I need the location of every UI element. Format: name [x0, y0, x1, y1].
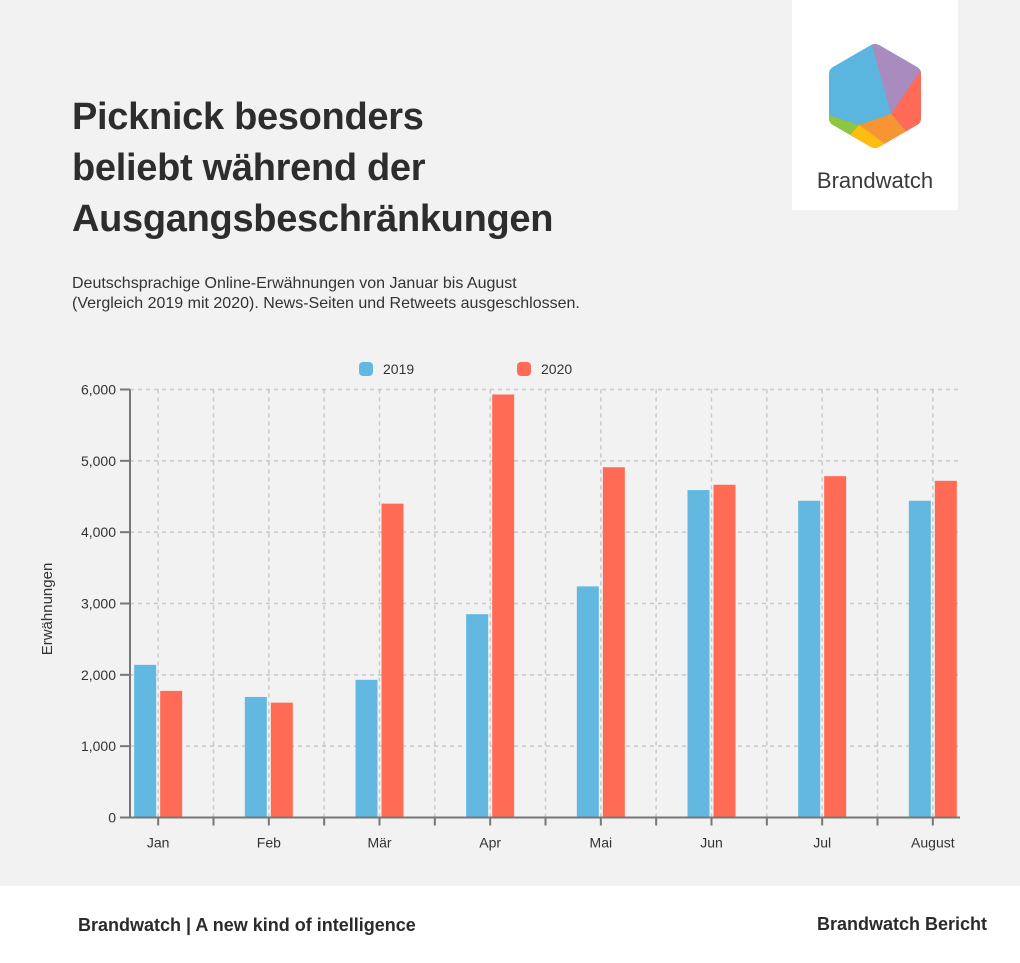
x-tick-label: Apr — [479, 835, 501, 851]
bar-2019-Mai — [576, 586, 599, 818]
legend-swatch-2019 — [359, 362, 373, 376]
bar-2020-Jul — [824, 476, 847, 818]
legend-label-2019: 2019 — [383, 361, 414, 377]
legend-swatch-2020 — [517, 362, 531, 376]
bar-2019-Jul — [798, 500, 821, 818]
y-tick-label: 0 — [108, 810, 116, 826]
y-tick-label: 4,000 — [81, 524, 116, 540]
bar-chart: 0 1,000 2,000 3,000 4,000 5,000 6,000 Jan Feb Mär… — [39, 361, 960, 851]
footer: Brandwatch | A new kind of intelligence … — [0, 886, 1020, 963]
chart-subtitle: Deutschsprachige Online-Erwähnungen von … — [72, 274, 580, 314]
x-tick-label: August — [911, 835, 955, 851]
x-tick-label: Jan — [147, 835, 170, 851]
legend: 2019 2020 — [359, 361, 572, 377]
bars — [134, 394, 957, 818]
x-tick-label: Mär — [367, 835, 391, 851]
bar-2019-Jun — [687, 490, 710, 818]
bar-2019-August — [908, 500, 931, 818]
x-tick-label: Mai — [590, 835, 613, 851]
x-tick-label: Jul — [813, 835, 831, 851]
chart-title: Picknick besonders beliebt während der A… — [72, 92, 553, 245]
brandwatch-hexagon-logo-icon — [829, 44, 921, 148]
bar-2020-Mai — [602, 467, 625, 818]
brand-logo: Brandwatch — [792, 0, 958, 210]
title-line-1: Picknick besonders — [72, 96, 424, 138]
y-tick-label: 1,000 — [81, 738, 116, 754]
bar-2020-Jun — [713, 484, 736, 818]
y-tick-label: 2,000 — [81, 667, 116, 683]
bar-2020-Jan — [160, 690, 183, 818]
y-tick-label: 6,000 — [81, 382, 116, 398]
title-line-3: Ausgangsbeschränkungen — [72, 198, 554, 240]
bar-2020-Apr — [492, 394, 515, 818]
bar-2019-Feb — [244, 696, 267, 818]
y-axis-title: Erwähnungen — [39, 563, 56, 656]
bar-2019-Apr — [466, 614, 489, 818]
grid — [130, 388, 960, 818]
bar-2020-Feb — [270, 702, 293, 818]
logo-text: Brandwatch — [816, 168, 934, 193]
footer-tagline: Brandwatch | A new kind of intelligence — [78, 915, 416, 935]
y-tick-label: 3,000 — [81, 596, 116, 612]
axes: 0 1,000 2,000 3,000 4,000 5,000 6,000 Jan Feb Mär… — [81, 382, 960, 851]
x-tick-label: Feb — [257, 835, 281, 851]
footer-report-label: Brandwatch Bericht — [816, 914, 987, 934]
bar-2020-August — [934, 480, 957, 818]
bar-2019-Mär — [355, 679, 378, 818]
x-tick-label: Jun — [700, 835, 723, 851]
bar-2020-Mär — [381, 503, 404, 818]
subtitle-line-1: Deutschsprachige Online-Erwähnungen von … — [72, 275, 517, 292]
title-line-2: beliebt während der — [72, 147, 426, 189]
bar-2019-Jan — [134, 664, 157, 818]
legend-label-2020: 2020 — [541, 361, 572, 377]
y-tick-label: 5,000 — [81, 453, 116, 469]
subtitle-line-2: (Vergleich 2019 mit 2020). News-Seiten u… — [72, 295, 580, 312]
